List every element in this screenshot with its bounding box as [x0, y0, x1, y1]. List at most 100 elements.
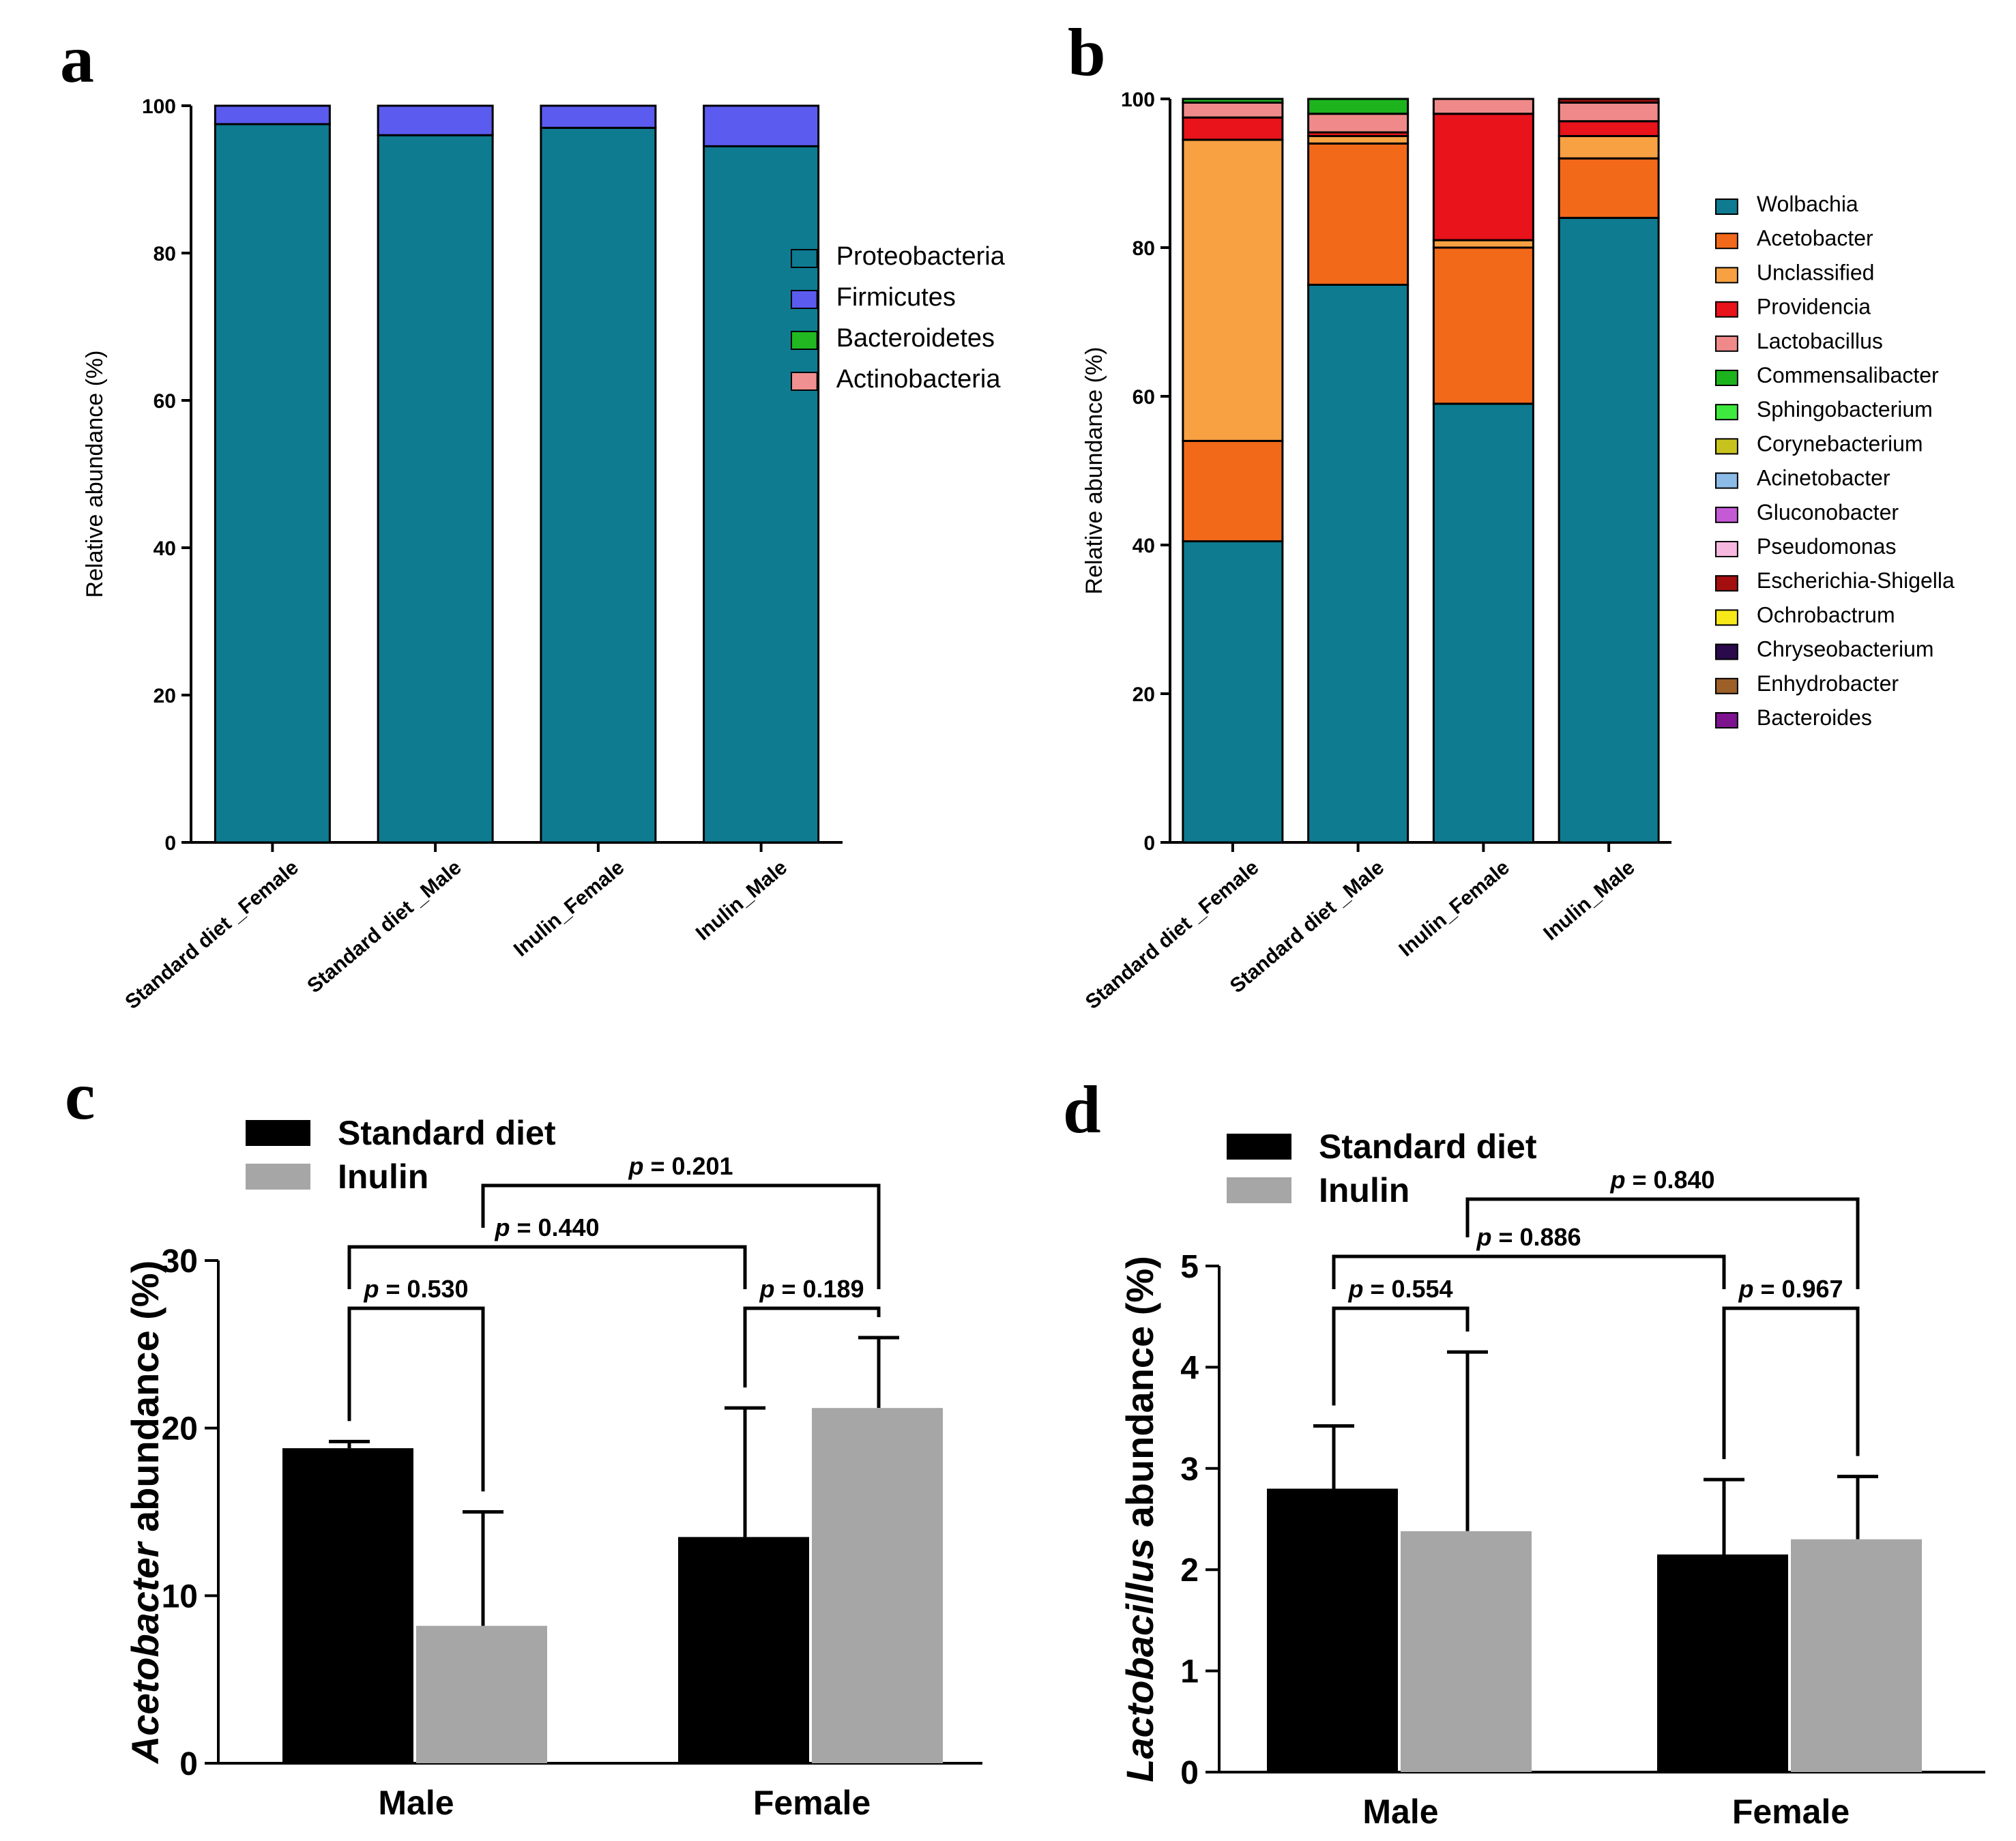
y-tick-label: 20: [162, 1411, 198, 1447]
legend-label-bacteroidetes: Bacteroidetes: [836, 324, 995, 353]
legend-swatch-proteobacteria: [791, 249, 818, 268]
bar-proteobacteria-standard-diet-male: [377, 134, 494, 844]
p-symbol: p: [1476, 1223, 1491, 1251]
bar-firmicutes-standard-diet-male: [377, 104, 494, 136]
legend-swatch-bacteroidetes: [791, 331, 818, 350]
bar-lactobacillus-inulin-male: [1558, 101, 1660, 123]
p-value-label-2: p = 0.886: [1476, 1223, 1581, 1251]
y-tick-label: 4: [1180, 1350, 1199, 1386]
bar-lactobacillus-standard-diet-male: [1307, 113, 1409, 134]
x-category-label: Standard diet _Male: [303, 856, 465, 997]
legend-swatch-chryseobacterium: [1715, 643, 1738, 660]
panel-letter-d: d: [1063, 1072, 1101, 1147]
p-value-label-1: p = 0.189: [759, 1275, 864, 1303]
bar-inulin-female: [1791, 1539, 1922, 1772]
bar-commensalibacter-standard-diet-female: [1182, 98, 1284, 104]
bar-acetobacter-standard-diet-female: [1182, 439, 1284, 543]
y-axis-label: Relative abundance (%): [1081, 347, 1107, 595]
p-value-label-0: p = 0.530: [363, 1275, 468, 1303]
legend-label-lactobacillus: Lactobacillus: [1757, 329, 1883, 353]
bar-unclassified-inulin-male: [1558, 135, 1660, 160]
bar-commensalibacter-standard-diet-male: [1307, 98, 1409, 115]
legend-label-acetobacter: Acetobacter: [1757, 226, 1873, 250]
legend-swatch-corynebacterium: [1715, 438, 1738, 455]
bar-inulin-male: [416, 1625, 547, 1763]
p-value: = 0.201: [643, 1152, 733, 1180]
y-tick-label: 3: [1180, 1452, 1199, 1488]
p-symbol: p: [363, 1275, 379, 1303]
y-tick-label: 40: [1133, 535, 1155, 557]
y-tick-label: 60: [154, 390, 176, 413]
x-category-label: Male: [1362, 1793, 1438, 1831]
comparison-bracket-0: [1332, 1306, 1470, 1406]
x-category-label: Inulin_Female: [510, 856, 628, 961]
legend-label-corynebacterium: Corynebacterium: [1757, 431, 1923, 456]
bar-standard-diet-male: [282, 1448, 413, 1763]
bar-wolbachia-standard-diet-male: [1307, 284, 1409, 844]
comparison-bracket-3: [481, 1183, 881, 1289]
legend-label-proteobacteria: Proteobacteria: [836, 242, 1006, 271]
y-tick-label: 100: [142, 95, 176, 118]
bar-unclassified-inulin-female: [1432, 239, 1534, 249]
x-category-label: Inulin_Male: [692, 856, 791, 945]
bar-wolbachia-inulin-male: [1558, 216, 1660, 844]
bar-wolbachia-standard-diet-female: [1182, 540, 1284, 844]
legend-label-chryseobacterium: Chryseobacterium: [1757, 637, 1934, 662]
legend-label-providencia: Providencia: [1757, 295, 1871, 319]
legend-swatch-pseudomonas: [1715, 541, 1738, 557]
legend-swatch-acinetobacter: [1715, 472, 1738, 489]
legend-swatch-acetobacter: [1715, 233, 1738, 250]
p-value-label-0: p = 0.554: [1347, 1275, 1452, 1303]
bar-inulin-female: [812, 1408, 943, 1763]
x-category-label: Inulin_Female: [1394, 856, 1513, 961]
x-category-label: Standard diet _Female: [121, 856, 302, 1014]
legend-swatch-actinobacteria: [791, 372, 818, 391]
y-tick-label: 20: [1133, 683, 1155, 706]
p-value: = 0.886: [1491, 1223, 1581, 1251]
y-tick-label: 0: [1180, 1755, 1199, 1791]
panel-letter-a: a: [60, 21, 94, 97]
legend-swatch-bacteroides: [1715, 712, 1738, 728]
legend-swatch-commensalibacter: [1715, 370, 1738, 386]
legend-swatch-standard-diet: [246, 1120, 310, 1146]
bar-wolbachia-inulin-female: [1432, 402, 1534, 844]
comparison-bracket-1: [743, 1306, 881, 1388]
p-value-label-1: p = 0.967: [1738, 1275, 1843, 1303]
bar-providencia-inulin-male: [1558, 120, 1660, 137]
y-tick-label: 10: [162, 1578, 198, 1615]
legend-swatch-inulin: [1227, 1177, 1291, 1203]
legend-swatch-gluconobacter: [1715, 506, 1738, 523]
bar-proteobacteria-standard-diet-female: [214, 123, 331, 844]
p-value: = 0.967: [1753, 1275, 1843, 1303]
legend-swatch-providencia: [1715, 301, 1738, 318]
p-value: = 0.440: [510, 1213, 599, 1241]
legend-label-acinetobacter: Acinetobacter: [1757, 466, 1890, 490]
legend-swatch-inulin: [246, 1164, 310, 1190]
p-symbol: p: [494, 1213, 510, 1241]
p-value-label-3: p = 0.201: [628, 1152, 733, 1180]
y-axis-label-rest: abundance (%): [123, 1261, 166, 1543]
y-tick-label: 40: [154, 537, 176, 560]
legend-swatch-unclassified: [1715, 267, 1738, 284]
bar-escherichia-shigella-inulin-male: [1558, 98, 1660, 104]
legend-swatch-escherichia-shigella: [1715, 575, 1738, 592]
x-category-label: Inulin_Male: [1539, 856, 1639, 945]
legend-label-inulin: Inulin: [338, 1158, 428, 1196]
p-symbol: p: [1738, 1275, 1753, 1303]
bar-standard-diet-male: [1267, 1488, 1398, 1772]
bar-standard-diet-female: [1657, 1554, 1788, 1772]
panel-letter-b: b: [1068, 14, 1106, 90]
legend-label-commensalibacter: Commensalibacter: [1757, 363, 1939, 387]
y-axis-label-genus: Acetobacter: [123, 1540, 166, 1765]
legend-label-escherichia-shigella: Escherichia-Shigella: [1757, 568, 1955, 593]
comparison-bracket-0: [347, 1306, 485, 1492]
bar-firmicutes-standard-diet-female: [214, 104, 331, 126]
p-value-label-2: p = 0.440: [494, 1213, 599, 1241]
y-tick-label: 100: [1121, 89, 1155, 111]
panel-letter-c: c: [65, 1058, 95, 1134]
y-tick-label: 0: [1143, 832, 1155, 855]
bar-lactobacillus-standard-diet-female: [1182, 101, 1284, 119]
chart-a: 0 20 40 60 80 100 Relative abundance (%) Standa…: [82, 95, 1006, 1014]
y-tick-label: 30: [162, 1243, 198, 1280]
